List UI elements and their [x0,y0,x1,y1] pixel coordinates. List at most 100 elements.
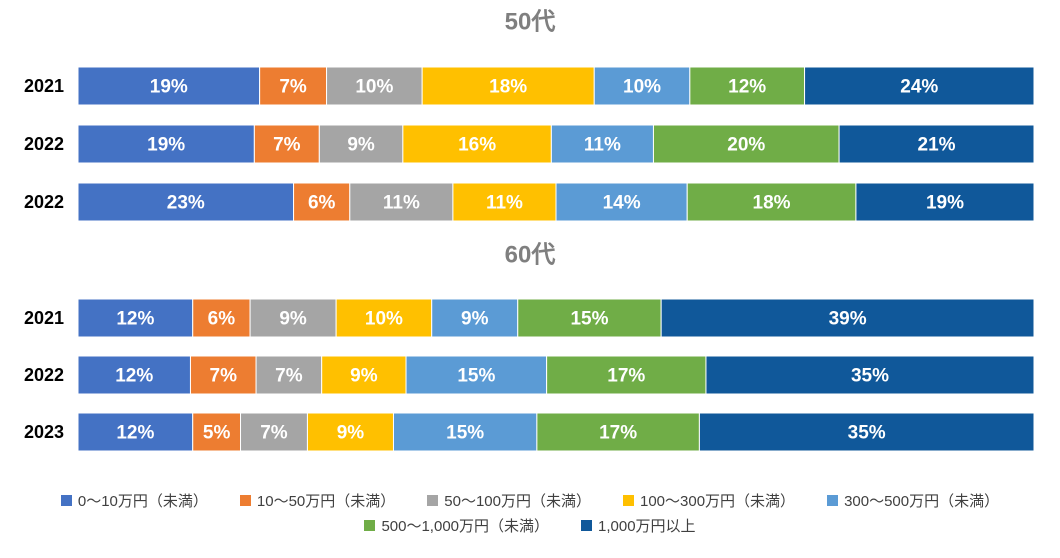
bar-segment [77,66,261,106]
data-label: 12% [116,309,154,330]
bar-segment [77,355,191,395]
legend-swatch [364,520,376,531]
legend-label: 1,000万円以上 [598,518,696,535]
bar-segment [306,412,394,452]
legend-row: 0～10万円（未満） 10～50万円（未満） 50～100万円（未満） 100～300… [0,490,1060,511]
bar-segment [452,182,557,222]
legend-swatch [427,495,439,506]
data-label: 15% [446,423,484,444]
legend-label: 50～100万円（未満） [444,493,591,510]
legend-swatch [623,495,634,506]
bar-segment [255,355,323,395]
data-label: 18% [753,193,791,214]
data-label: 9% [350,366,378,387]
data-label: 16% [458,135,496,156]
bar-segment [517,298,662,338]
data-label: 23% [167,193,205,214]
data-label: 19% [150,77,188,98]
data-label: 19% [926,193,964,214]
data-label: 15% [570,309,608,330]
bar-segment [546,355,707,395]
bar-segment [392,412,538,452]
data-label: 5% [203,423,231,444]
data-label: 11% [383,193,420,214]
bar-segment [326,66,423,106]
legend-item: 300～500万円（未満） [827,490,999,511]
bar-segment [686,182,857,222]
chart-title: 50代 [505,9,556,36]
bar-segment [698,412,1035,452]
legend-item: 500～1,000万円（未満） [364,515,549,536]
bar-segment [240,412,308,452]
data-label: 24% [900,77,938,98]
data-label: 10% [355,77,393,98]
legend-item: 100～300万円（未満） [623,490,795,511]
data-label: 6% [208,309,236,330]
legend-label: 100～300万円（未満） [640,493,796,510]
bar-segment [421,66,595,106]
data-label: 7% [260,423,288,444]
bar-segment [652,124,840,164]
bar-segment [593,66,691,106]
data-label: 39% [829,309,867,330]
data-label: 11% [584,135,621,156]
legend-swatch [239,495,251,506]
legend-swatch [60,495,72,506]
data-label: 9% [461,309,489,330]
bar-segment [660,298,1035,338]
legend-label: 300～500万円（未満） [844,493,1000,510]
data-label: 7% [275,366,303,387]
bar-segment [335,298,433,338]
bar-segment [804,66,1035,106]
legend-swatch [581,520,593,531]
bar-segment [536,412,700,452]
bar-segment [77,298,194,338]
data-label: 35% [851,366,889,387]
legend-label: 0～10万円（未満） [77,493,208,510]
data-label: 7% [210,366,238,387]
data-label: 11% [486,193,523,214]
data-label: 21% [918,135,956,156]
legend-item: 0～10万円（未満） [60,490,208,511]
legend-item: 50～100万円（未満） [427,490,591,511]
bar-segment [192,412,242,452]
legend-row: 500～1,000万円（未満） 1,000万円以上 [0,515,1060,536]
data-label: 12% [115,366,153,387]
bar-segment [855,182,1035,222]
bar-segment [77,124,255,164]
data-label: 15% [457,366,495,387]
category-label: 2023 [24,422,64,442]
bar-segment [253,124,320,164]
category-label: 2021 [24,76,64,96]
bar-segment [555,182,688,222]
bar-segment [349,182,454,222]
legend-item: 10～50万円（未満） [239,490,395,511]
chart-legend: 0～10万円（未満） 10～50万円（未満） 50～100万円（未満） 100～300… [0,490,1060,536]
bar-segment [838,124,1035,164]
bar-segment [259,66,328,106]
data-label: 19% [147,135,185,156]
data-label: 12% [116,423,154,444]
data-label: 9% [279,309,307,330]
category-label: 2022 [24,365,64,385]
data-label: 18% [489,77,527,98]
data-label: 35% [848,423,886,444]
data-label: 7% [273,135,301,156]
legend-label: 500～1,000万円（未満） [381,518,550,535]
data-label: 10% [623,77,661,98]
bar-segment [550,124,654,164]
bar-segment [689,66,806,106]
data-label: 7% [279,77,307,98]
bar-segment [318,124,404,164]
bar-segment [77,412,194,452]
category-label: 2022 [24,134,64,154]
data-label: 14% [603,193,641,214]
data-label: 20% [727,135,765,156]
data-label: 9% [337,423,365,444]
data-label: 17% [607,366,645,387]
category-label: 2021 [24,308,64,328]
legend-item: 1,000万円以上 [581,515,696,536]
data-label: 12% [728,77,766,98]
